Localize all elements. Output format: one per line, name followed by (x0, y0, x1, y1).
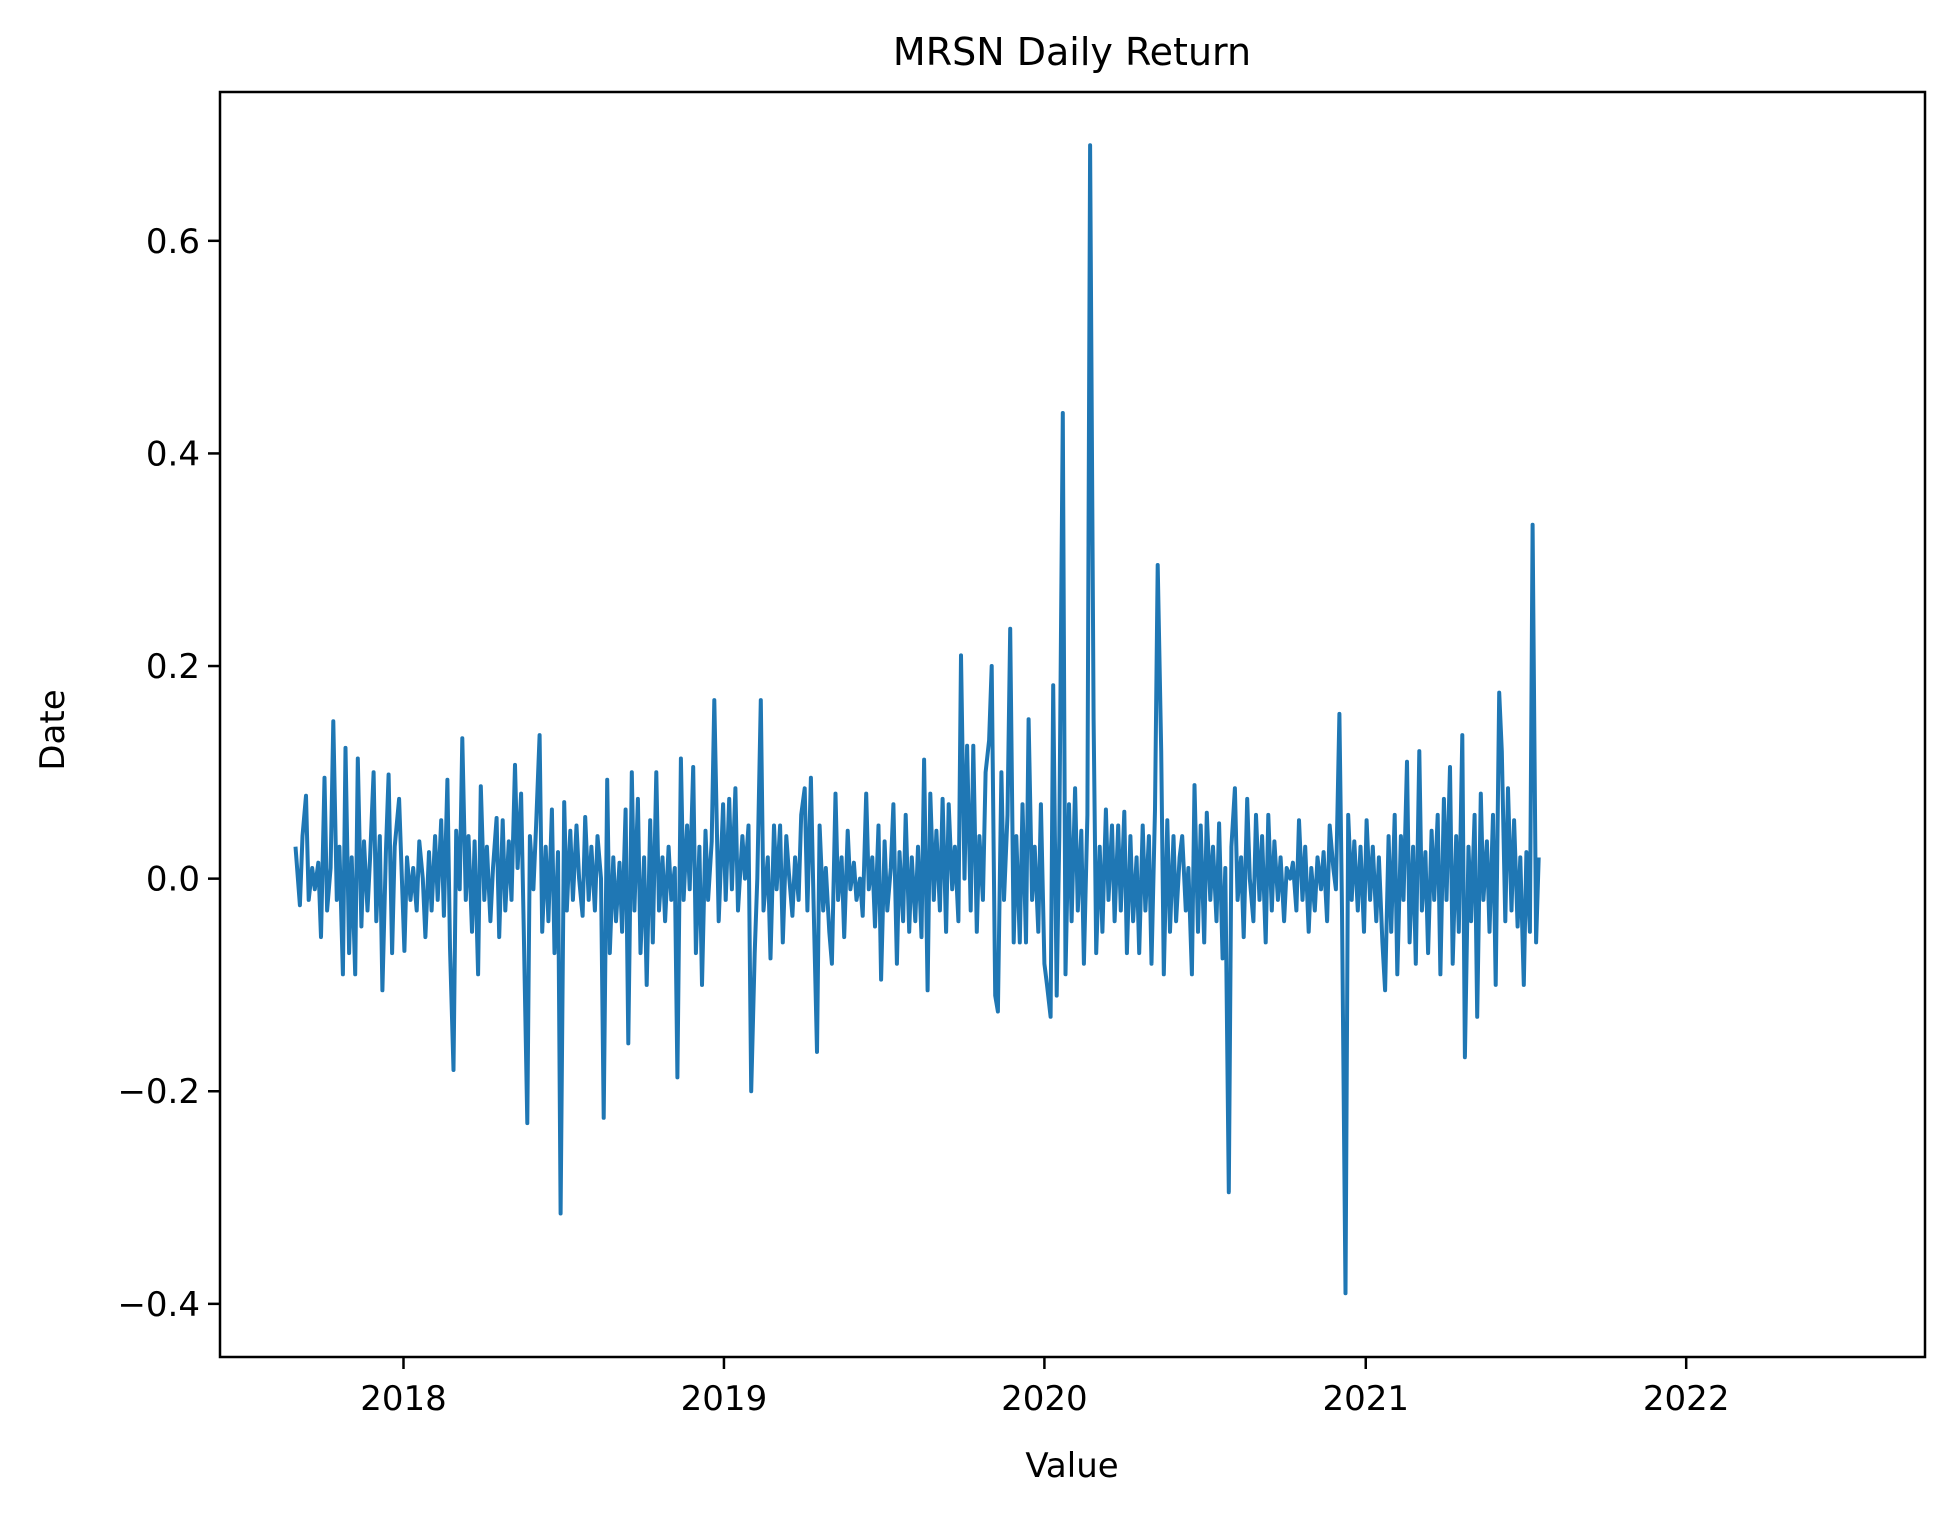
x-tick-label: 2021 (1322, 1379, 1409, 1419)
series-group (293, 143, 1541, 1296)
x-tick-label: 2019 (681, 1379, 768, 1419)
plot-area (218, 90, 1927, 1359)
y-tick-label: 0.0 (146, 860, 200, 900)
x-axis: 2018 2019 2020 2021 2022 (360, 1357, 1729, 1419)
x-tick-label: 2022 (1643, 1379, 1730, 1419)
y-tick-label: 0.4 (146, 434, 200, 474)
y-tick-label: −0.4 (117, 1285, 200, 1325)
y-tick-label: −0.2 (117, 1072, 200, 1112)
y-axis-label: Date (33, 689, 73, 770)
x-tick-label: 2018 (360, 1379, 447, 1419)
chart-title: MRSN Daily Return (893, 30, 1251, 74)
x-axis-label: Value (1025, 1446, 1118, 1486)
x-tick-label: 2020 (1001, 1379, 1088, 1419)
axes-frame (218, 90, 1927, 1359)
series-line-0 (293, 143, 1541, 1296)
y-tick-label: 0.6 (146, 222, 200, 262)
y-tick-label: 0.2 (146, 647, 200, 687)
y-axis: −0.4 −0.2 0.0 0.2 0.4 0.6 (117, 222, 220, 1325)
